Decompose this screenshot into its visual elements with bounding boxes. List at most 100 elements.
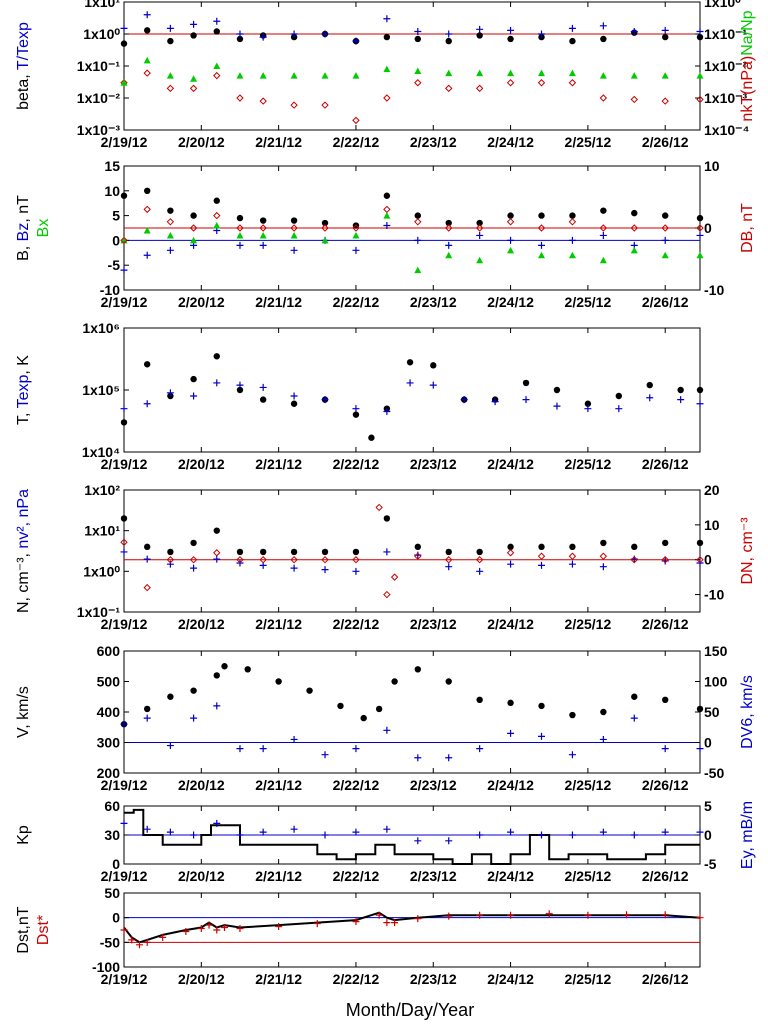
- right-tick-label: 10: [704, 158, 720, 174]
- data-point: [476, 219, 483, 227]
- data-point: [507, 246, 515, 254]
- left-tick-label: 500: [97, 674, 121, 690]
- data-point: [476, 911, 484, 919]
- left-axis-label-part: , nT: [15, 195, 32, 223]
- data-point: [414, 212, 421, 219]
- data-point: [391, 919, 399, 927]
- data-point: [290, 548, 298, 556]
- data-point: [599, 22, 607, 30]
- data-point: [213, 819, 221, 827]
- data-point: [321, 566, 329, 574]
- data-point: [143, 56, 151, 64]
- data-point: [599, 72, 607, 79]
- data-point: [630, 224, 638, 232]
- left-tick-label: 1x10⁰: [83, 26, 120, 42]
- series-dst: [123, 911, 701, 944]
- data-point: [259, 383, 267, 391]
- data-point: [538, 831, 546, 839]
- data-point: [290, 246, 298, 254]
- series-kp: [124, 808, 700, 865]
- data-point: [445, 219, 452, 227]
- data-point: [599, 828, 607, 836]
- data-point: [568, 218, 577, 226]
- data-point: [120, 515, 128, 522]
- data-point: [259, 396, 267, 403]
- data-point: [352, 556, 360, 564]
- data-point: [143, 205, 151, 214]
- data-point: [290, 30, 298, 38]
- data-point: [236, 381, 244, 389]
- data-point: [143, 543, 151, 551]
- data-point: [584, 400, 592, 407]
- data-point: [414, 915, 422, 923]
- data-point: [696, 400, 704, 408]
- data-point: [259, 231, 267, 239]
- data-point: [584, 911, 592, 919]
- left-axis-label: beta, T/Texp: [15, 22, 32, 110]
- data-point: [383, 408, 391, 416]
- left-tick-label: 1x10¹: [84, 0, 120, 10]
- data-point: [630, 246, 638, 254]
- data-point: [476, 696, 483, 703]
- data-point: [352, 828, 360, 836]
- x-tick-label: 2/20/12: [178, 777, 225, 793]
- data-point: [506, 218, 515, 226]
- series-dst-: [120, 910, 704, 949]
- data-point: [352, 567, 360, 575]
- data-point: [599, 231, 607, 239]
- data-point: [290, 564, 298, 572]
- data-point: [599, 563, 607, 571]
- right-tick-label: 0: [704, 827, 712, 843]
- data-point: [414, 236, 422, 244]
- data-point: [383, 94, 391, 102]
- data-point: [306, 687, 313, 694]
- data-point: [390, 573, 399, 581]
- data-point: [190, 392, 198, 400]
- data-point: [368, 434, 375, 441]
- data-point: [259, 556, 267, 564]
- data-point: [661, 556, 669, 564]
- data-point: [696, 33, 704, 41]
- data-point: [646, 381, 653, 389]
- data-point: [568, 24, 576, 32]
- right-axis-label-part: Ey, mB/m: [739, 801, 756, 869]
- data-point: [445, 241, 453, 249]
- data-point: [383, 212, 391, 219]
- data-point: [213, 211, 221, 220]
- data-point: [120, 538, 128, 546]
- x-tick-label: 2/22/12: [333, 456, 380, 472]
- series-t-texp: [120, 11, 704, 45]
- data-point: [143, 251, 151, 259]
- x-tick-label: 2/25/12: [565, 456, 612, 472]
- left-tick-label: 1x10⁻³: [77, 122, 121, 138]
- data-point: [236, 386, 244, 394]
- data-point: [120, 79, 128, 86]
- series-line: [123, 911, 701, 944]
- panel-density: 2/19/12 2/20/12 2/21/12 2/22/12 2/23/12 2/24/…: [15, 482, 756, 632]
- data-point: [507, 828, 515, 836]
- data-point: [383, 192, 391, 199]
- data-point: [352, 224, 360, 232]
- left-tick-label: -5: [108, 257, 121, 273]
- series-line: [124, 808, 700, 865]
- data-point: [167, 37, 174, 45]
- x-tick-label: 2/25/12: [565, 971, 612, 987]
- right-tick-label: -50: [704, 765, 724, 781]
- data-point: [538, 241, 546, 249]
- data-point: [321, 219, 329, 227]
- data-point: [143, 187, 151, 194]
- series-ey: [120, 819, 704, 845]
- right-axis-label: DV6, km/s: [739, 675, 756, 749]
- data-point: [476, 567, 484, 575]
- data-point: [290, 400, 298, 407]
- right-tick-label: 0: [704, 220, 712, 236]
- data-point: [600, 207, 607, 214]
- data-point: [236, 556, 244, 564]
- data-point: [213, 527, 220, 534]
- data-point: [375, 911, 383, 919]
- data-point: [143, 361, 151, 368]
- data-point: [236, 35, 244, 43]
- data-point: [143, 705, 151, 713]
- left-axis-label-part: V, km/s: [15, 686, 32, 738]
